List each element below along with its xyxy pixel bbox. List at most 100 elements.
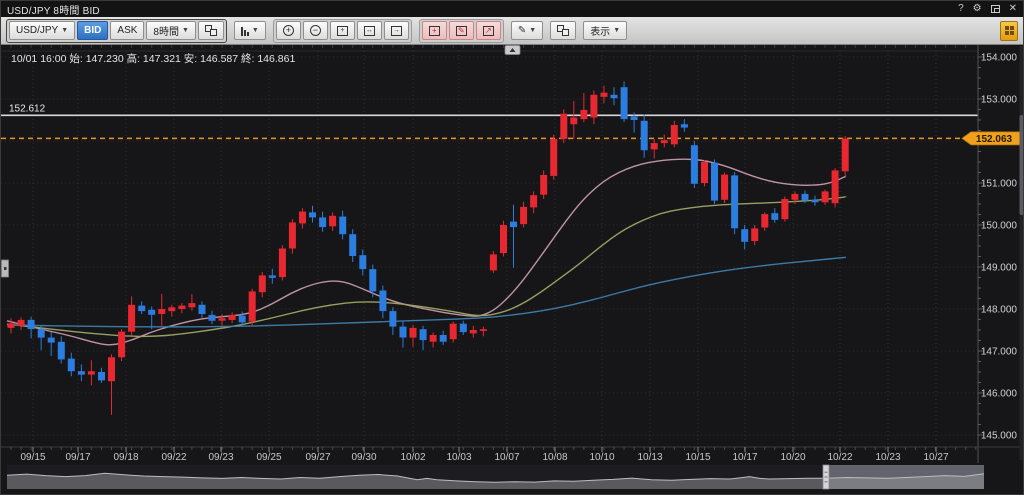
candle: [821, 189, 829, 205]
right-scrollbar-thumb[interactable]: [1019, 115, 1024, 215]
price-axis-label: 151.000: [981, 179, 1018, 190]
bid-button[interactable]: BID: [77, 21, 109, 40]
candle: [741, 225, 749, 250]
candle: [278, 245, 286, 281]
candle: [610, 87, 618, 106]
price-axis-label: 150.000: [981, 221, 1018, 232]
candle: [138, 301, 146, 314]
horizontal-arrows-icon: ↔: [363, 25, 375, 36]
candle: [600, 85, 608, 104]
candle: [761, 212, 769, 231]
chevron-down-icon: ▼: [251, 27, 259, 34]
copy-icon: [204, 25, 217, 36]
triangle-up-icon: [509, 48, 516, 52]
date-label: 10/15: [685, 452, 710, 463]
candle: [751, 225, 759, 246]
grid-icon: [1004, 26, 1014, 35]
candle: [228, 312, 236, 324]
candle: [690, 141, 698, 188]
collapse-left-glyph: [4, 267, 7, 270]
candle: [701, 159, 708, 187]
close-icon[interactable]: ✕: [1008, 3, 1017, 14]
chart-background: [1, 45, 1023, 494]
symbol-label: USD/JPY: [16, 25, 59, 36]
candle: [721, 172, 729, 204]
date-label: 09/25: [256, 452, 281, 463]
expand-icon: +: [336, 25, 348, 36]
order-tools-group: + ✎ ↗: [418, 18, 504, 43]
candle: [77, 364, 85, 382]
candle: [178, 303, 186, 314]
candle: [801, 190, 809, 204]
candle: [560, 109, 568, 144]
settings-gear-icon[interactable]: ⚙: [972, 3, 982, 14]
price-axis-label: 147.000: [981, 347, 1018, 358]
date-label: 10/02: [400, 452, 425, 463]
timeframe-select[interactable]: 8時間 ▼: [146, 21, 196, 40]
zoom-group: + − + ↔ →: [272, 18, 412, 43]
symbol-select[interactable]: USD/JPY ▼: [9, 21, 76, 40]
price-axis-label: 145.000: [981, 431, 1018, 442]
candle: [580, 93, 588, 123]
candle: [419, 325, 427, 351]
candle: [469, 325, 477, 338]
new-order-button[interactable]: +: [421, 21, 447, 40]
expand-view-button[interactable]: +: [329, 21, 355, 40]
chevron-down-icon: ▼: [613, 27, 621, 34]
candle: [590, 90, 598, 125]
candle: [811, 195, 819, 206]
restore-window-icon[interactable]: [990, 5, 1000, 13]
candle: [349, 229, 357, 262]
layout-grid-button[interactable]: [1000, 20, 1018, 41]
ma-slow-line: [6, 256, 847, 328]
chart-type-select[interactable]: ▼: [233, 21, 266, 40]
candle: [459, 320, 467, 335]
candle: [660, 134, 668, 148]
help-icon[interactable]: ?: [958, 3, 964, 14]
candle: [218, 314, 226, 326]
display-menu-button[interactable]: 表示 ▼: [583, 21, 628, 40]
candle: [399, 321, 407, 348]
close-order-button[interactable]: ↗: [475, 21, 501, 40]
candle: [479, 326, 487, 337]
ohlc-info: 10/01 16:00 始: 147.230 高: 147.321 安: 146…: [11, 52, 295, 65]
candle: [258, 272, 266, 298]
draw-tools-select[interactable]: ✎ ▼: [510, 21, 544, 40]
scroll-to-latest-button[interactable]: →: [383, 21, 409, 40]
candle: [500, 220, 507, 257]
candle: [7, 318, 15, 334]
candle: [369, 264, 377, 298]
ma-mid-line: [6, 196, 847, 338]
candle: [449, 321, 457, 343]
bar-chart-icon: [240, 26, 249, 36]
chart-arrow-icon: ↗: [482, 25, 494, 36]
edit-order-button[interactable]: ✎: [448, 21, 474, 40]
candle: [530, 191, 538, 214]
date-label: 10/22: [827, 452, 852, 463]
window-title: USD/JPY 8時間 BID: [7, 5, 100, 17]
candle: [198, 301, 206, 319]
candlestick-chart: 152.612 10/01 16:00 始: 147.230 高: 147.321…: [1, 45, 1024, 494]
resistance-line-label: 152.612: [9, 103, 46, 114]
symbol-group: USD/JPY ▼ BID ASK 8時間 ▼: [6, 18, 227, 43]
candle: [540, 170, 548, 199]
zoom-out-button[interactable]: −: [302, 21, 328, 40]
zoom-in-button[interactable]: +: [275, 21, 301, 40]
candle: [831, 168, 839, 208]
date-label: 10/27: [923, 452, 948, 463]
duplicate-chart-button[interactable]: [197, 21, 224, 40]
price-axis-label: 148.000: [981, 305, 1018, 316]
right-scrollbar-track[interactable]: [1019, 46, 1024, 460]
date-label: 10/20: [780, 452, 805, 463]
display-label: 表示: [590, 27, 611, 38]
candle: [781, 196, 789, 222]
price-axis-label: 153.000: [981, 95, 1018, 106]
ask-button[interactable]: ASK: [110, 21, 145, 40]
candle: [429, 332, 437, 348]
fit-width-button[interactable]: ↔: [356, 21, 382, 40]
arrow-right-icon: →: [390, 25, 402, 36]
date-label: 10/17: [732, 452, 757, 463]
compare-charts-button[interactable]: [550, 21, 577, 40]
candle: [620, 81, 628, 123]
